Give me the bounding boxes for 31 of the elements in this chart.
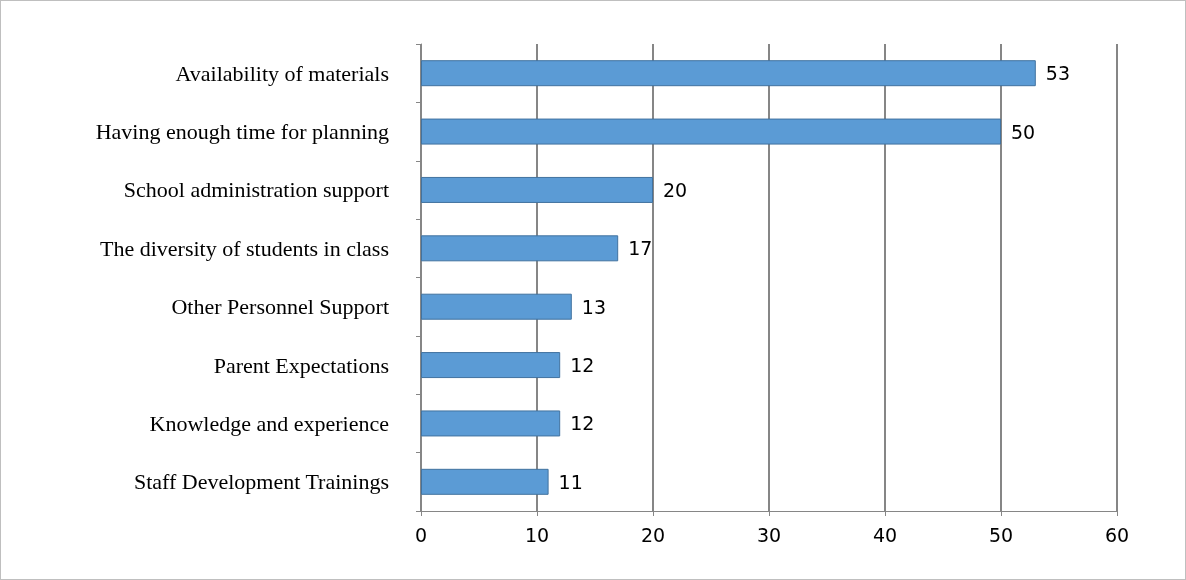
data-label: 12 bbox=[570, 412, 595, 435]
x-tick-label: 40 bbox=[872, 523, 898, 546]
y-tick-label: Availability of materials bbox=[175, 60, 389, 86]
y-tick-label: Other Personnel Support bbox=[171, 294, 389, 320]
y-tick-label: Staff Development Trainings bbox=[133, 469, 389, 495]
x-tick-label: 20 bbox=[640, 523, 666, 546]
y-tick-label: Having enough time for planning bbox=[95, 119, 389, 145]
y-tick-label: The diversity of students in class bbox=[99, 235, 389, 261]
bar bbox=[421, 176, 653, 203]
data-label: 12 bbox=[570, 354, 595, 377]
bar bbox=[421, 118, 1001, 145]
data-label: 50 bbox=[1011, 120, 1036, 143]
x-tick-label: 30 bbox=[756, 523, 782, 546]
bar bbox=[421, 235, 619, 262]
data-label: 11 bbox=[558, 470, 583, 493]
x-tick-label: 10 bbox=[524, 523, 550, 546]
x-tick-label: 60 bbox=[1104, 523, 1130, 546]
x-tick-label: 50 bbox=[988, 523, 1014, 546]
bar bbox=[421, 352, 561, 379]
bar bbox=[421, 468, 549, 495]
bar bbox=[421, 410, 561, 437]
bar bbox=[421, 60, 1036, 87]
data-label: 53 bbox=[1045, 62, 1070, 85]
data-label: 13 bbox=[581, 295, 606, 318]
data-label: 20 bbox=[663, 178, 688, 201]
y-tick-label: Knowledge and experience bbox=[149, 410, 389, 436]
data-label: 17 bbox=[628, 237, 653, 260]
x-tick-label: 0 bbox=[414, 523, 428, 546]
bar bbox=[421, 293, 572, 320]
y-tick-label: Parent Expectations bbox=[213, 352, 389, 378]
y-tick-label: School administration support bbox=[123, 177, 389, 203]
